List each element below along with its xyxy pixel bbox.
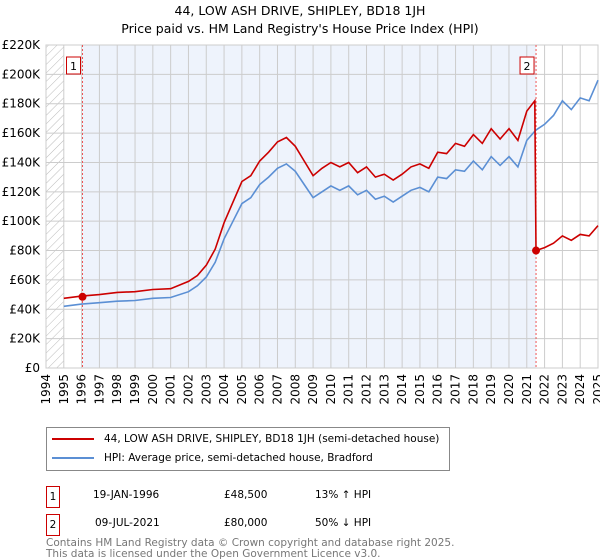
footer-copyright: Contains HM Land Registry data © Crown c… [46,538,454,559]
x-tick-label: 1998 [110,374,124,405]
x-tick-label: 2020 [502,374,516,405]
x-tick-label: 2025 [591,374,600,405]
x-tick-label: 2015 [413,374,427,405]
sale-label: 2 [524,60,531,73]
x-tick-label: 1997 [92,374,106,405]
sale-badge: 2 [46,514,60,536]
y-tick-label: £200K [2,67,42,81]
sale-price: £80,000 [224,517,268,529]
sale-hpi-diff: 50% ↓ HPI [315,517,372,529]
x-tick-label: 2024 [573,374,587,405]
x-tick-label: 2006 [253,374,267,405]
sale-row-2: 2 09-JUL-2021 £80,000 50% ↓ HPI [46,514,446,536]
x-tick-label: 2021 [520,374,534,405]
chart-title: 44, LOW ASH DRIVE, SHIPLEY, BD18 1JH [174,3,426,18]
legend-swatch [52,457,94,459]
x-tick-label: 2001 [164,374,178,405]
legend-label: HPI: Average price, semi-detached house,… [104,452,373,464]
price-chart: £0 £20K £40K £60K £80K £100K £120K £140K £160K £1… [2,38,600,405]
chart-subtitle: Price paid vs. HM Land Registry's House … [121,21,479,36]
legend-item-property: 44, LOW ASH DRIVE, SHIPLEY, BD18 1JH (se… [52,433,439,445]
sale-label-box [519,56,535,75]
legend-item-hpi: HPI: Average price, semi-detached house,… [52,452,373,464]
y-tick-label: £80K [9,244,41,258]
x-tick-label: 2023 [555,374,569,405]
x-tick-label: 2016 [431,374,445,405]
x-tick-label: 2012 [360,374,374,405]
x-tick-label: 2010 [324,374,338,405]
y-tick-label: £180K [2,97,42,111]
sale-hpi-diff: 13% ↑ HPI [315,489,372,501]
property-price-line [63,98,599,300]
x-tick-label: 2022 [538,374,552,405]
y-tick-label: £220K [2,38,42,52]
footer-line-1: Contains HM Land Registry data © Crown c… [46,537,455,549]
sale-point [78,292,87,301]
y-tick-label: £60K [9,273,41,287]
x-tick-label: 2017 [449,374,463,405]
x-tick-label: 1999 [128,374,142,405]
hatched-region [46,45,64,368]
x-tick-label: 2000 [146,374,160,405]
legend: 44, LOW ASH DRIVE, SHIPLEY, BD18 1JH (se… [46,427,450,471]
ownership-shading [82,45,537,368]
x-tick-label: 2007 [270,374,284,405]
sale-date: 19-JAN-1996 [93,489,160,501]
y-tick-label: £40K [9,302,41,316]
sale-badge: 1 [46,486,60,508]
y-tick-label: £0 [25,361,40,375]
y-tick-label: £160K [2,126,42,140]
x-tick-label: 1995 [57,374,71,405]
footer-line-2: This data is licensed under the Open Gov… [46,547,381,560]
x-tick-label: 2008 [288,374,302,405]
x-tick-label: 2005 [235,374,249,405]
y-tick-label: £100K [2,214,42,228]
sale-point [532,246,541,255]
sale-date: 09-JUL-2021 [95,517,160,529]
legend-swatch [52,438,94,440]
sale-label: 1 [70,60,77,73]
x-tick-label: 2013 [377,374,391,405]
y-tick-label: £20K [9,332,41,346]
x-tick-label: 2004 [217,374,231,405]
x-tick-label: 2011 [342,374,356,405]
x-tick-label: 2002 [181,374,195,405]
sale-label-box [66,56,82,75]
x-tick-label: 2003 [199,374,213,405]
sale-row-1: 1 19-JAN-1996 £48,500 13% ↑ HPI [46,486,446,508]
x-tick-label: 1994 [39,374,53,405]
x-tick-label: 1996 [75,374,89,405]
x-tick-label: 2009 [306,374,320,405]
x-tick-label: 2014 [395,374,409,405]
y-tick-label: £140K [2,155,42,169]
hpi-line [63,79,599,308]
x-tick-label: 2018 [466,374,480,405]
y-tick-label: £120K [2,185,42,199]
legend-label: 44, LOW ASH DRIVE, SHIPLEY, BD18 1JH (se… [104,433,440,445]
sale-price: £48,500 [224,489,268,501]
x-tick-label: 2019 [484,374,498,405]
